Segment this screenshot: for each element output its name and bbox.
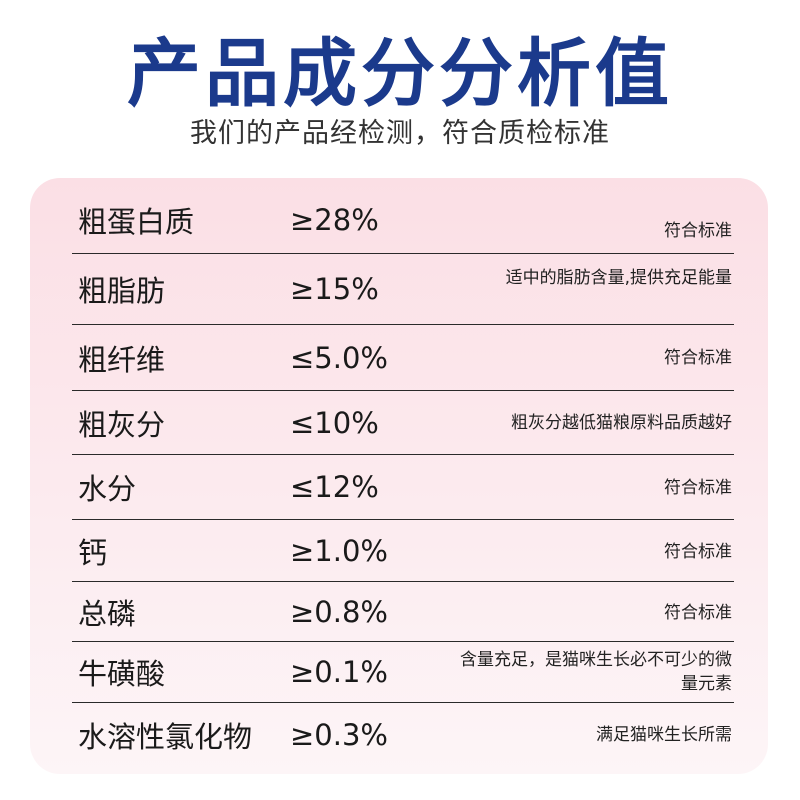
table-row-crude-protein: 粗蛋白质 ≥28% 符合标准 [72, 186, 734, 254]
analysis-table: 粗蛋白质 ≥28% 符合标准 粗脂肪 ≥15% 适中的脂肪含量,提供充足能量 粗… [72, 186, 734, 767]
row-name: 粗脂肪 [78, 274, 166, 308]
page-subtitle: 我们的产品经检测，符合质检标准 [190, 118, 610, 149]
table-row-crude-fiber: 粗纤维 ≤5.0% 符合标准 [72, 325, 734, 391]
row-value: ≥15% [290, 272, 379, 306]
row-name: 粗纤维 [78, 342, 166, 377]
table-row-crude-fat: 粗脂肪 ≥15% 适中的脂肪含量,提供充足能量 [72, 254, 734, 325]
row-note: 适中的脂肪含量,提供充足能量 [505, 268, 732, 288]
row-note: 符合标准 [664, 603, 732, 623]
row-note: 粗灰分越低猫粮原料品质越好 [511, 413, 732, 433]
row-name: 水分 [78, 472, 137, 506]
row-name: 粗蛋白质 [78, 204, 195, 239]
table-row-calcium: 钙 ≥1.0% 符合标准 [72, 520, 734, 582]
row-name: 钙 [78, 535, 108, 570]
row-note: 符合标准 [664, 542, 732, 562]
row-note: 符合标准 [664, 348, 732, 368]
row-note: 符合标准 [664, 478, 732, 498]
row-value: ≥28% [290, 202, 379, 237]
row-note: 符合标准 [664, 221, 732, 241]
table-row-crude-ash: 粗灰分 ≤10% 粗灰分越低猫粮原料品质越好 [72, 391, 734, 455]
row-value: ≤10% [290, 405, 379, 440]
row-value: ≤5.0% [290, 340, 388, 375]
analysis-card [30, 178, 768, 774]
row-value: ≥0.1% [290, 655, 388, 689]
table-row-taurine: 牛磺酸 ≥0.1% 含量充足，是猫咪生长必不可少的微量元素 [72, 642, 734, 703]
row-name: 牛磺酸 [78, 657, 166, 691]
row-value: ≥1.0% [290, 533, 388, 568]
table-row-moisture: 水分 ≤12% 符合标准 [72, 455, 734, 520]
row-value: ≥0.8% [290, 594, 388, 629]
page-title: 产品成分分析值 [127, 31, 673, 117]
row-note: 含量充足，是猫咪生长必不可少的微量元素 [460, 650, 732, 694]
row-value: ≥0.3% [290, 718, 388, 752]
row-note: 满足猫咪生长所需 [596, 725, 732, 745]
table-row-water-soluble-chloride: 水溶性氯化物 ≥0.3% 满足猫咪生长所需 [72, 703, 734, 767]
row-name: 粗灰分 [78, 407, 166, 442]
row-name: 水溶性氯化物 [78, 720, 253, 754]
row-name: 总磷 [78, 596, 137, 631]
row-value: ≤12% [290, 470, 379, 504]
table-row-total-phosphorus: 总磷 ≥0.8% 符合标准 [72, 582, 734, 642]
